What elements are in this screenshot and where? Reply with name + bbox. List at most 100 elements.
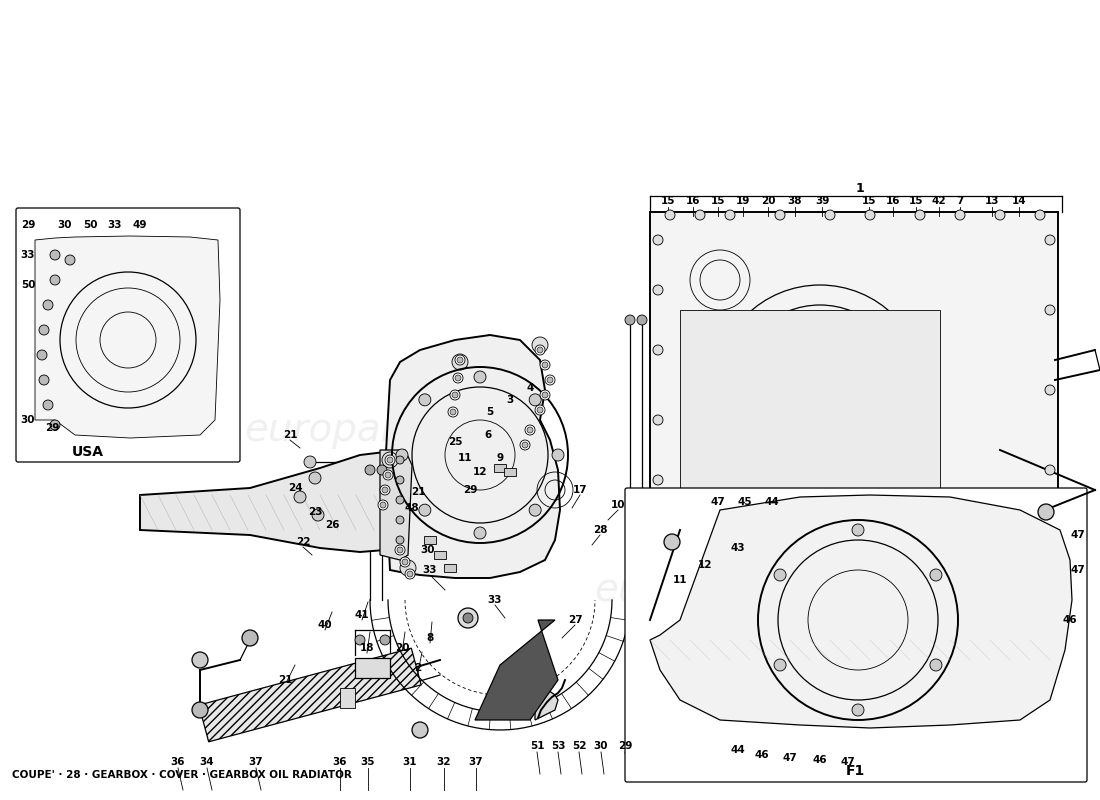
Text: 1: 1 [856,182,865,194]
Circle shape [637,315,647,325]
Bar [680,310,940,510]
Circle shape [653,345,663,355]
Text: 3: 3 [506,395,514,405]
Circle shape [532,337,548,353]
Circle shape [400,557,410,567]
Circle shape [535,405,544,415]
Circle shape [402,559,408,565]
Circle shape [1045,535,1055,545]
Text: 45: 45 [738,497,752,507]
Text: 36: 36 [170,757,185,767]
Circle shape [1045,305,1055,315]
Circle shape [455,375,461,381]
Circle shape [695,210,705,220]
Bar [444,564,456,572]
Text: 9: 9 [496,453,504,463]
Text: europartes: europartes [244,411,456,449]
Circle shape [653,535,663,545]
Circle shape [955,210,965,220]
Circle shape [395,545,405,555]
Circle shape [522,442,528,448]
Text: 38: 38 [788,196,802,206]
Circle shape [458,608,478,628]
Circle shape [419,504,431,516]
Circle shape [379,635,390,645]
Circle shape [529,504,541,516]
Text: 51: 51 [530,741,544,751]
Circle shape [450,409,456,415]
Circle shape [1045,465,1055,475]
Text: 29: 29 [21,220,35,230]
Text: 33: 33 [422,565,438,575]
Circle shape [529,394,541,406]
Circle shape [192,702,208,718]
Text: 43: 43 [730,543,746,553]
Text: 22: 22 [296,537,310,547]
Text: 15: 15 [861,196,877,206]
Circle shape [455,355,465,365]
Circle shape [1045,385,1055,395]
Circle shape [379,485,390,495]
Circle shape [385,455,395,465]
Circle shape [50,250,60,260]
Circle shape [540,390,550,400]
Text: 44: 44 [764,497,780,507]
Text: 28: 28 [593,525,607,535]
Circle shape [715,557,725,567]
Bar [424,536,436,544]
Text: 23: 23 [308,507,322,517]
Circle shape [453,373,463,383]
Circle shape [378,500,388,510]
Text: 47: 47 [782,753,797,763]
Circle shape [396,496,404,504]
Text: 26: 26 [324,520,339,530]
Circle shape [1045,235,1055,245]
Text: 18: 18 [360,643,374,653]
Text: 12: 12 [473,467,487,477]
Circle shape [527,427,534,433]
Circle shape [456,357,463,363]
Circle shape [412,722,428,738]
Circle shape [379,502,386,508]
Circle shape [387,457,393,463]
Circle shape [537,407,543,413]
Circle shape [452,392,458,398]
Text: 7: 7 [956,196,964,206]
Text: 29: 29 [463,485,477,495]
Circle shape [397,547,403,553]
Circle shape [520,440,530,450]
Text: 46: 46 [755,750,769,760]
Text: 30: 30 [21,415,35,425]
Circle shape [996,210,1005,220]
Circle shape [355,635,365,645]
Text: 36: 36 [332,757,348,767]
Circle shape [37,350,47,360]
Circle shape [377,465,387,475]
Text: 31: 31 [403,757,417,767]
Text: 4: 4 [526,383,534,393]
Polygon shape [35,236,220,438]
Text: 35: 35 [361,757,375,767]
Circle shape [294,491,306,503]
Circle shape [825,210,835,220]
Text: 52: 52 [572,741,586,751]
Circle shape [776,210,785,220]
Text: 27: 27 [568,615,582,625]
Text: 12: 12 [697,560,713,570]
Polygon shape [650,495,1072,728]
Circle shape [653,415,663,425]
Circle shape [525,425,535,435]
Circle shape [396,516,404,524]
Circle shape [43,400,53,410]
Polygon shape [650,212,1058,572]
Circle shape [382,487,388,493]
Text: 11: 11 [458,453,472,463]
Circle shape [309,472,321,484]
Text: 42: 42 [932,196,946,206]
Circle shape [666,210,675,220]
Polygon shape [535,688,558,720]
Circle shape [653,475,663,485]
Circle shape [304,456,316,468]
Circle shape [845,557,855,567]
Circle shape [396,456,404,464]
